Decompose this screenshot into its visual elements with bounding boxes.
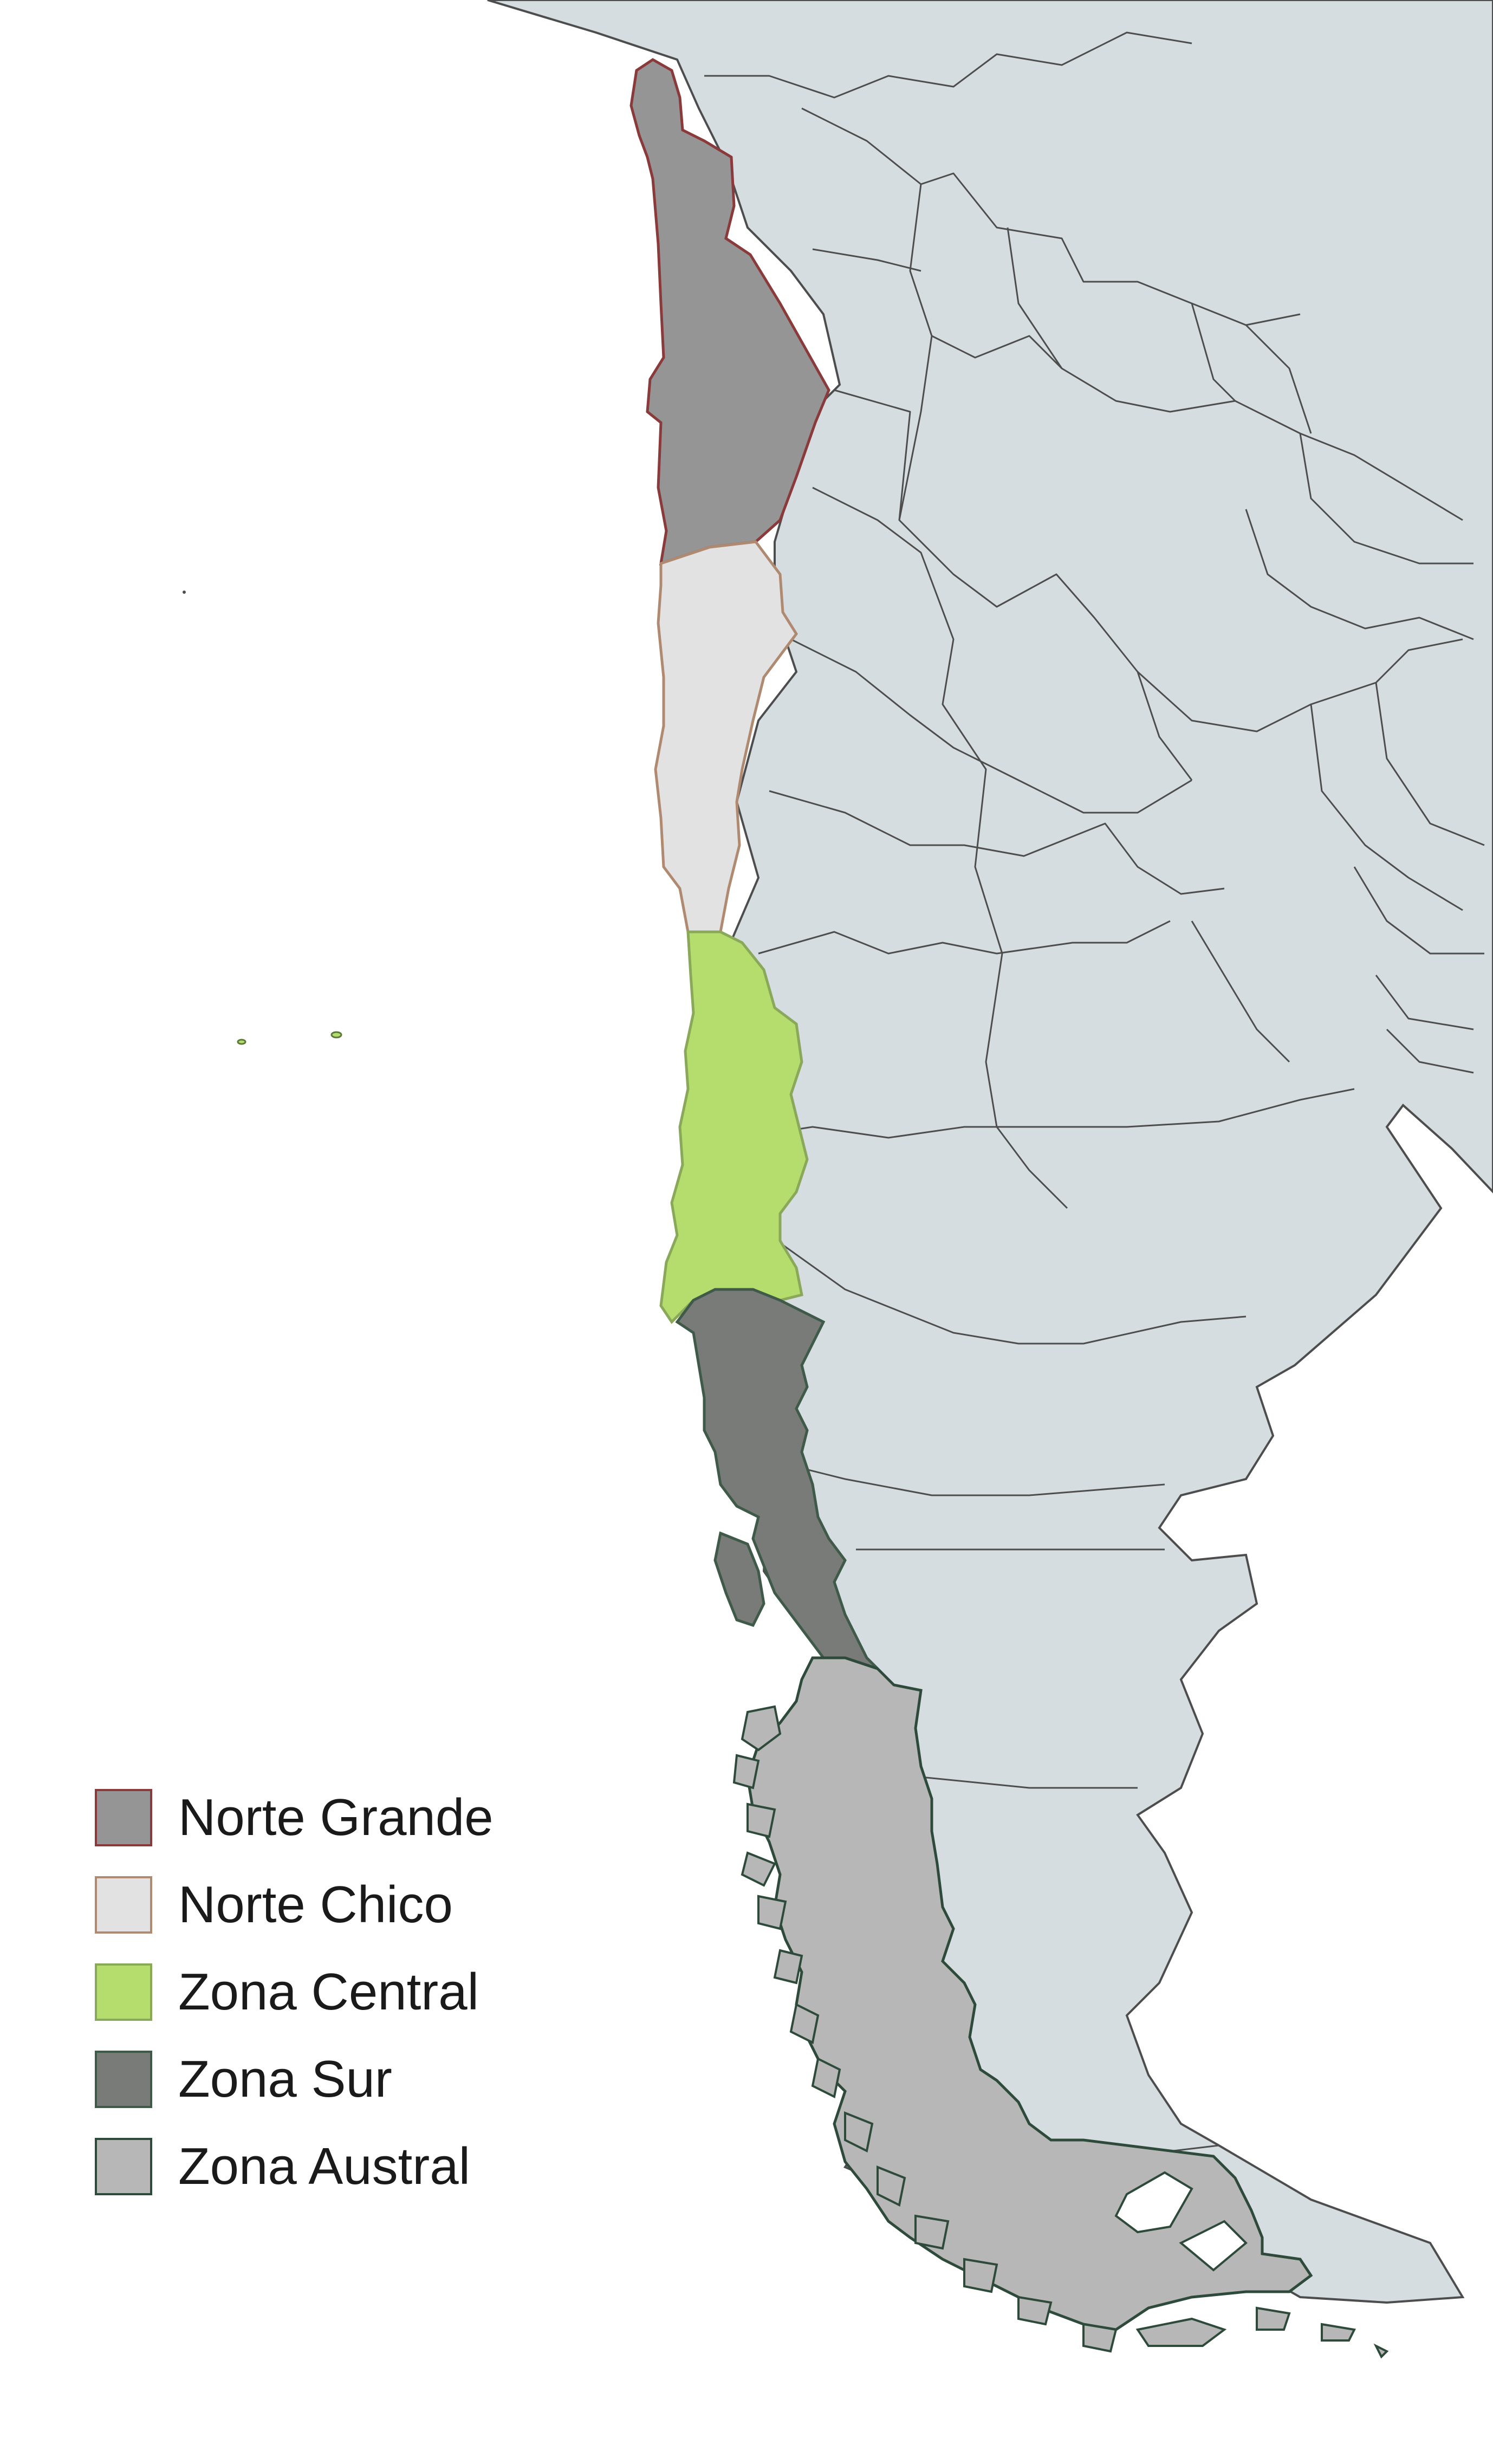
legend-swatch-zona-central bbox=[95, 1963, 152, 2021]
legend-item-zona-austral: Zona Austral bbox=[95, 2137, 494, 2196]
zone-norte-grande bbox=[629, 58, 830, 566]
strait-of-magellan bbox=[1114, 2171, 1248, 2272]
zone-sur-islands bbox=[713, 1531, 765, 1627]
easter-islet bbox=[183, 591, 186, 594]
legend-item-zona-central: Zona Central bbox=[95, 1962, 494, 2022]
legend: Norte Grande Norte Chico Zona Central Zo… bbox=[95, 1788, 494, 2224]
legend-swatch-norte-chico bbox=[95, 1876, 152, 1934]
legend-swatch-zona-austral bbox=[95, 2138, 152, 2195]
legend-swatch-zona-sur bbox=[95, 2051, 152, 2108]
zone-austral bbox=[746, 1656, 1313, 2331]
legend-item-zona-sur: Zona Sur bbox=[95, 2050, 494, 2109]
zone-austral-islands bbox=[732, 1705, 1389, 2359]
legend-item-norte-chico: Norte Chico bbox=[95, 1875, 494, 1935]
legend-label-zona-central: Zona Central bbox=[178, 1963, 479, 2021]
legend-item-norte-grande: Norte Grande bbox=[95, 1788, 494, 1847]
zone-norte-chico bbox=[654, 540, 799, 933]
legend-label-norte-grande: Norte Grande bbox=[178, 1788, 494, 1846]
pacific-islands bbox=[237, 1031, 342, 1045]
province-borders bbox=[704, 31, 1485, 2157]
legend-label-zona-sur: Zona Sur bbox=[178, 2050, 392, 2108]
zone-sur bbox=[675, 1288, 879, 1670]
legend-label-zona-austral: Zona Austral bbox=[178, 2137, 470, 2195]
legend-label-norte-chico: Norte Chico bbox=[178, 1876, 453, 1934]
legend-swatch-norte-grande bbox=[95, 1789, 152, 1846]
